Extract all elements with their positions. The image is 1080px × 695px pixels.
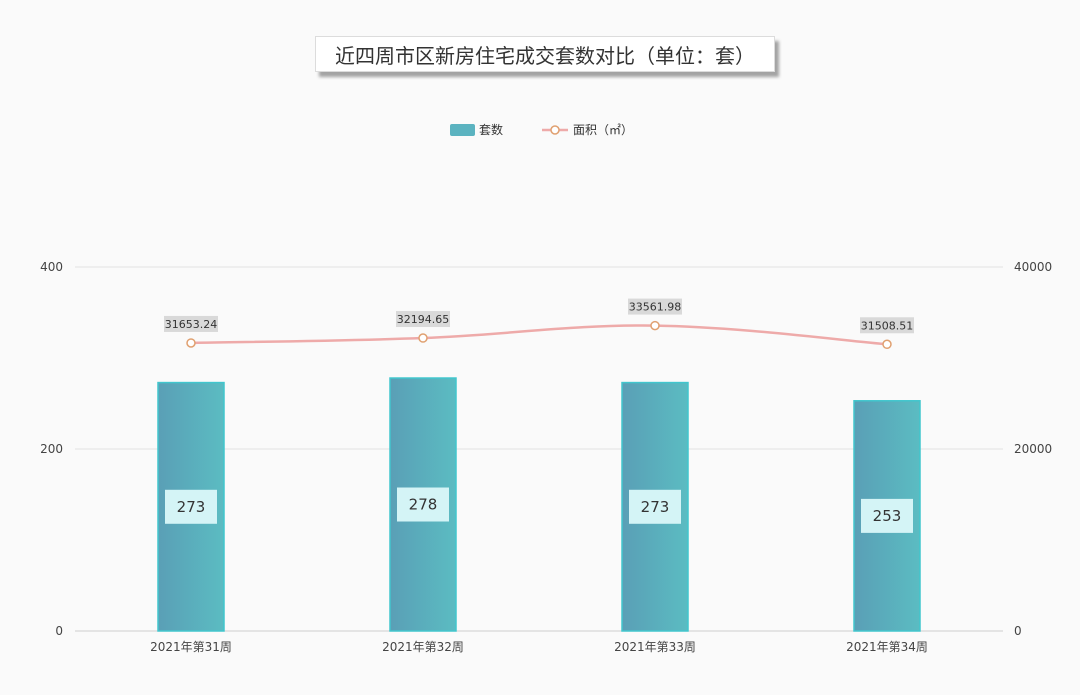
y-right-tick-label: 20000 (1014, 442, 1052, 456)
y-right-tick-label: 0 (1014, 624, 1022, 638)
legend-line-marker (550, 125, 560, 135)
bar-value-label-bg (165, 489, 217, 524)
line-value-label: 33561.98 (629, 301, 682, 314)
line-series-path (190, 324, 888, 346)
line-point (418, 333, 428, 343)
line-value-label: 31653.24 (165, 318, 218, 331)
x-tick-label: 2021年第31周 (150, 640, 232, 654)
y-left-tick-label: 0 (55, 624, 63, 638)
y-left-tick-label: 400 (40, 260, 63, 274)
legend-label-bars: 套数 (479, 122, 503, 137)
bar-value-label-bg (397, 487, 449, 522)
bar-value-label: 273 (177, 498, 206, 516)
line-value-label: 31508.51 (861, 319, 914, 332)
line-value-label-bg (396, 311, 450, 328)
chart-title: 近四周市区新房住宅成交套数对比（单位：套） (315, 36, 775, 72)
bar-value-label: 273 (641, 498, 670, 516)
x-tick-label: 2021年第33周 (614, 640, 696, 654)
bar-value-label: 253 (873, 507, 902, 525)
y-left-tick-label: 200 (40, 442, 63, 456)
line-value-label-bg (164, 315, 218, 332)
bar-value-label: 278 (409, 496, 438, 514)
line-value-label-bg (860, 317, 914, 334)
bar-value-label-bg (861, 498, 913, 533)
legend-bar-swatch (450, 124, 475, 136)
legend-label-line: 面积（㎡） (573, 123, 633, 137)
line-point (650, 320, 660, 331)
y-right-tick-label: 40000 (1014, 260, 1052, 274)
line-point (882, 339, 892, 350)
x-tick-label: 2021年第34周 (846, 640, 928, 654)
line-value-label: 32194.65 (397, 313, 450, 326)
line-point (186, 338, 196, 348)
x-tick-label: 2021年第32周 (382, 640, 464, 654)
line-value-label-bg (628, 298, 682, 315)
bar-value-label-bg (629, 489, 681, 524)
